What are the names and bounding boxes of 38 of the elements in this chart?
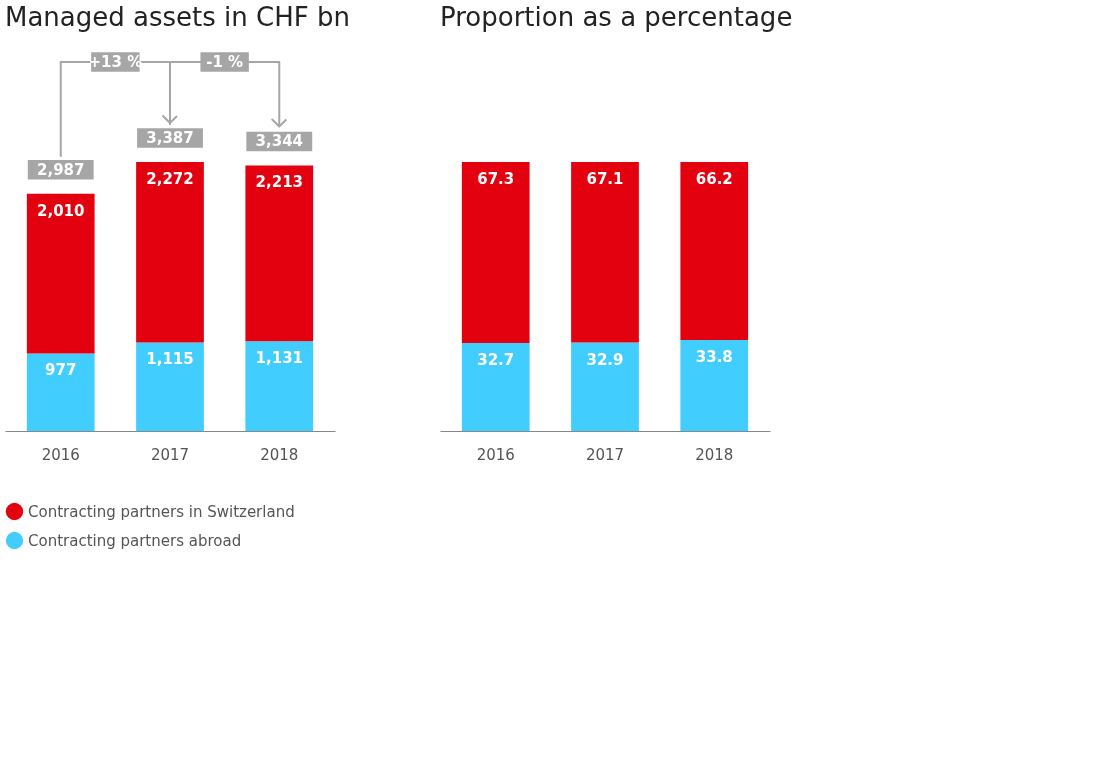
bar [461, 343, 530, 431]
bar [680, 162, 749, 341]
bar [571, 342, 639, 431]
data-label: 67.1 [586, 170, 624, 189]
data-label: 2,272 [146, 170, 194, 189]
x-tick-label: 2018 [260, 445, 299, 464]
text: -1 % [206, 53, 244, 72]
x-tick-label: 2017 [150, 445, 190, 464]
bar [245, 341, 314, 431]
data-label: 1,131 [255, 349, 303, 368]
data-label: 977 [45, 361, 77, 380]
data-label: 67.3 [477, 170, 515, 189]
bar [136, 162, 204, 343]
total-label: 3,344 [255, 132, 303, 151]
x-tick-label: 2016 [41, 445, 80, 464]
data-label: 1,115 [146, 350, 194, 369]
bar [26, 353, 95, 431]
data-label: 2,010 [37, 201, 85, 220]
bar [571, 162, 639, 343]
data-label: 32.7 [477, 351, 515, 370]
bar [26, 193, 95, 354]
total-label: 2,987 [37, 160, 85, 179]
bar [136, 342, 204, 431]
total-label: 3,387 [146, 129, 194, 148]
x-tick-label: 2018 [695, 445, 734, 464]
x-tick-label: 2016 [476, 445, 515, 464]
legend-label: Contracting partners abroad [28, 531, 242, 550]
data-label: 32.9 [586, 350, 624, 369]
bar [461, 162, 530, 344]
x-tick-label: 2017 [585, 445, 625, 464]
data-label: 33.8 [695, 348, 733, 367]
bar [680, 340, 749, 431]
chart-title: Proportion as a percentage [440, 2, 793, 32]
chart-title: Managed assets in CHF bn [5, 2, 350, 32]
bar [245, 165, 314, 342]
data-label: 66.2 [695, 170, 733, 189]
data-label: 2,213 [255, 173, 303, 192]
legend-label: Contracting partners in Switzerland [28, 502, 295, 521]
